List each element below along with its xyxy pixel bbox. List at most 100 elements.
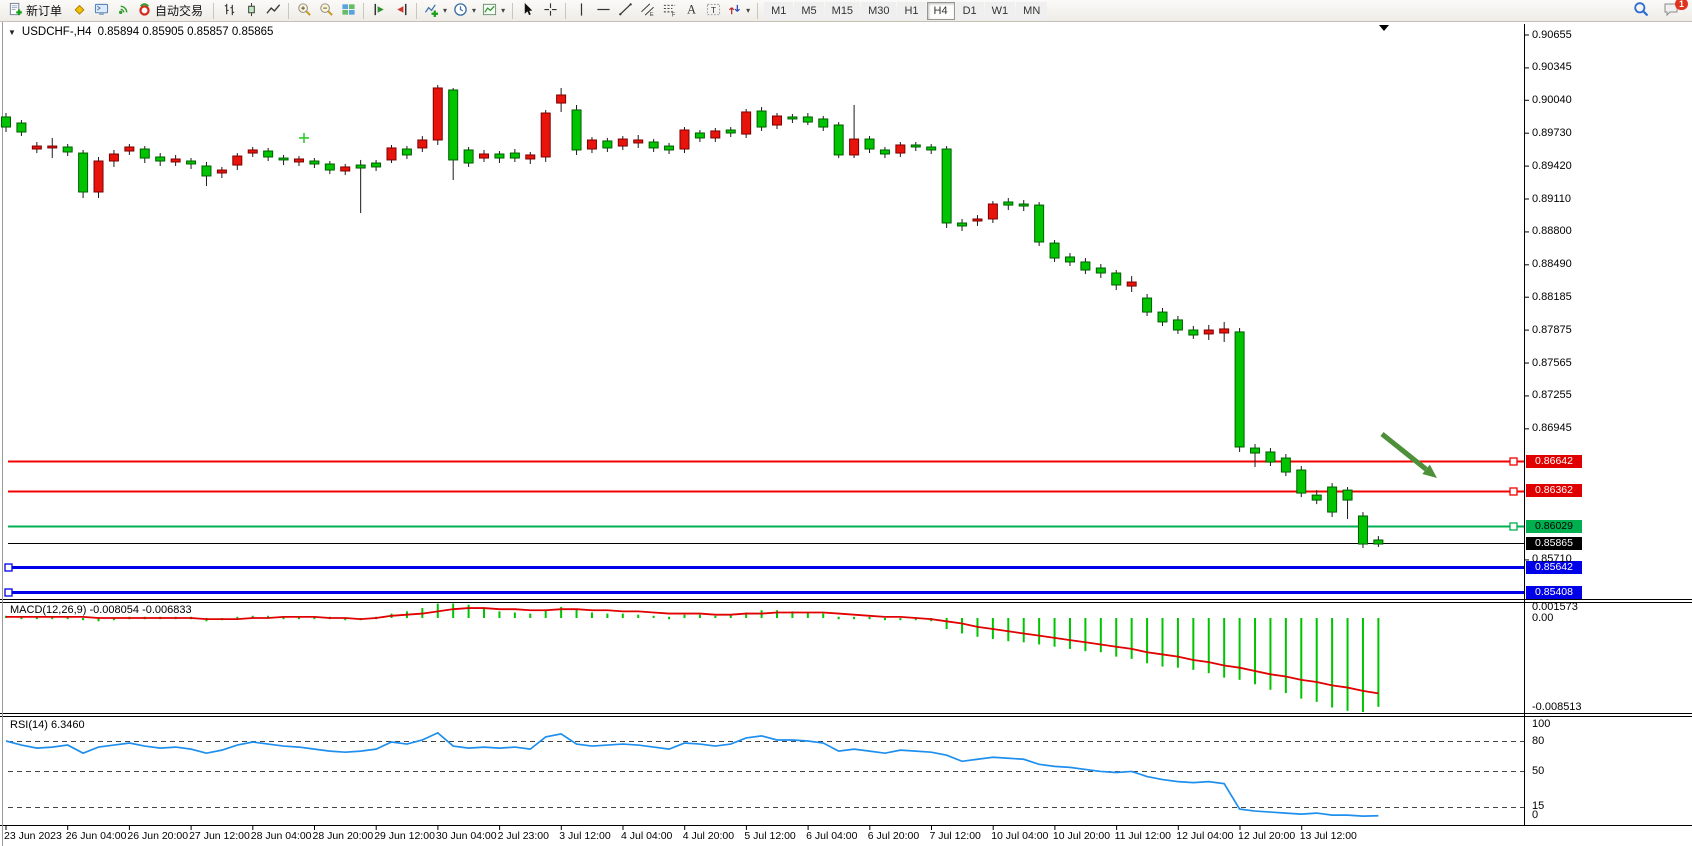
auto-trading-button[interactable]: 自动交易 <box>134 1 209 21</box>
candle-body[interactable] <box>186 160 197 165</box>
timeframe-button-H1[interactable]: H1 <box>897 1 926 20</box>
candle-body[interactable] <box>1280 457 1291 473</box>
candle-body[interactable] <box>78 152 89 193</box>
chat-button[interactable]: 1 <box>1660 0 1688 21</box>
candle-body[interactable] <box>833 124 844 156</box>
candle-body[interactable] <box>386 147 397 161</box>
line-chart-button[interactable] <box>262 1 284 21</box>
trend-arrow-annotation[interactable] <box>1380 432 1428 472</box>
arrows-objects-button[interactable]: ▾ <box>724 1 753 21</box>
candle-body[interactable] <box>1126 281 1137 287</box>
candle-body[interactable] <box>201 165 212 177</box>
cursor-button[interactable] <box>517 1 539 21</box>
trendline-button[interactable] <box>614 1 636 21</box>
candle-body[interactable] <box>1342 489 1353 501</box>
candle-body[interactable] <box>1296 469 1307 494</box>
templates-button[interactable]: ▾ <box>479 1 508 21</box>
indicators-button[interactable]: ▾ <box>421 1 450 21</box>
candle-body[interactable] <box>170 158 181 163</box>
zoom-out-button[interactable] <box>315 1 337 21</box>
candle-body[interactable] <box>1265 451 1276 463</box>
candle-body[interactable] <box>1157 311 1168 323</box>
vertical-line-button[interactable] <box>570 1 592 21</box>
candle-body[interactable] <box>1188 329 1199 336</box>
terminal-button[interactable] <box>90 1 112 21</box>
candle-body[interactable] <box>1 116 11 128</box>
candle-body[interactable] <box>401 148 412 156</box>
timeframe-button-D1[interactable]: D1 <box>955 1 984 20</box>
candle-body[interactable] <box>1373 539 1384 545</box>
candle-body[interactable] <box>1003 201 1014 206</box>
candle-body[interactable] <box>802 116 813 123</box>
candle-body[interactable] <box>602 140 613 149</box>
candle-body[interactable] <box>1064 256 1075 263</box>
hline-anchor[interactable] <box>4 588 13 597</box>
candle-body[interactable] <box>756 110 767 128</box>
candle-body[interactable] <box>479 153 490 159</box>
candle-body[interactable] <box>16 122 27 133</box>
candle-body[interactable] <box>525 154 536 160</box>
candle-body[interactable] <box>31 145 42 150</box>
candle-body[interactable] <box>62 146 73 153</box>
candle-body[interactable] <box>895 144 906 154</box>
chart-shift-button[interactable] <box>390 1 412 21</box>
candlestick-chart-button[interactable] <box>240 1 262 21</box>
candle-body[interactable] <box>47 145 58 149</box>
timeframe-button-M30[interactable]: M30 <box>861 1 897 20</box>
candle-body[interactable] <box>1080 261 1091 271</box>
candle-body[interactable] <box>1049 242 1060 259</box>
candle-body[interactable] <box>1111 272 1122 286</box>
candle-body[interactable] <box>124 146 135 152</box>
candle-body[interactable] <box>586 139 597 150</box>
search-button[interactable] <box>1630 1 1652 21</box>
timeframe-button-W1[interactable]: W1 <box>984 1 1016 20</box>
crosshair-button[interactable] <box>539 1 561 21</box>
hline-anchor[interactable] <box>1509 457 1518 466</box>
candle-body[interactable] <box>972 218 983 222</box>
candle-body[interactable] <box>879 149 890 155</box>
hline-anchor[interactable] <box>4 563 13 572</box>
candle-body[interactable] <box>340 166 351 172</box>
trend-arrow-head[interactable] <box>1422 464 1437 478</box>
candle-body[interactable] <box>293 158 304 163</box>
candle-body[interactable] <box>1172 319 1183 331</box>
collapse-triangle-icon[interactable]: ▼ <box>8 27 16 37</box>
candle-body[interactable] <box>355 164 366 169</box>
candle-body[interactable] <box>463 149 474 164</box>
candle-body[interactable] <box>509 152 520 159</box>
new-order-button[interactable]: 新订单 <box>5 1 68 21</box>
candle-body[interactable] <box>448 89 459 161</box>
candle-body[interactable] <box>556 94 567 104</box>
candle-body[interactable] <box>725 129 736 134</box>
candle-body[interactable] <box>1203 329 1214 335</box>
candle-body[interactable] <box>679 129 690 150</box>
candle-body[interactable] <box>309 160 320 165</box>
candle-body[interactable] <box>263 150 274 158</box>
candle-body[interactable] <box>1311 494 1322 501</box>
candle-body[interactable] <box>864 138 875 150</box>
candle-body[interactable] <box>432 87 443 141</box>
candle-body[interactable] <box>155 156 166 162</box>
candle-body[interactable] <box>1142 297 1153 313</box>
plus-marker[interactable] <box>299 132 309 143</box>
candle-body[interactable] <box>957 222 968 227</box>
candle-body[interactable] <box>741 111 752 135</box>
timeframe-button-M5[interactable]: M5 <box>794 1 824 20</box>
equidistant-channel-button[interactable]: E <box>636 1 658 21</box>
candle-body[interactable] <box>910 144 921 148</box>
candle-body[interactable] <box>926 146 937 151</box>
candle-body[interactable] <box>664 145 675 151</box>
candle-body[interactable] <box>1327 486 1338 513</box>
candle-body[interactable] <box>1034 204 1045 243</box>
candle-body[interactable] <box>139 148 150 159</box>
fibonacci-button[interactable]: F <box>658 1 680 21</box>
timeframe-button-MN[interactable]: MN <box>1016 1 1048 20</box>
candle-body[interactable] <box>247 149 258 154</box>
timeframe-button-M15[interactable]: M15 <box>824 1 861 20</box>
candle-body[interactable] <box>648 141 659 149</box>
hline-anchor[interactable] <box>1509 522 1518 531</box>
candle-body[interactable] <box>941 148 952 224</box>
candle-body[interactable] <box>540 112 551 158</box>
candle-body[interactable] <box>1219 328 1230 334</box>
